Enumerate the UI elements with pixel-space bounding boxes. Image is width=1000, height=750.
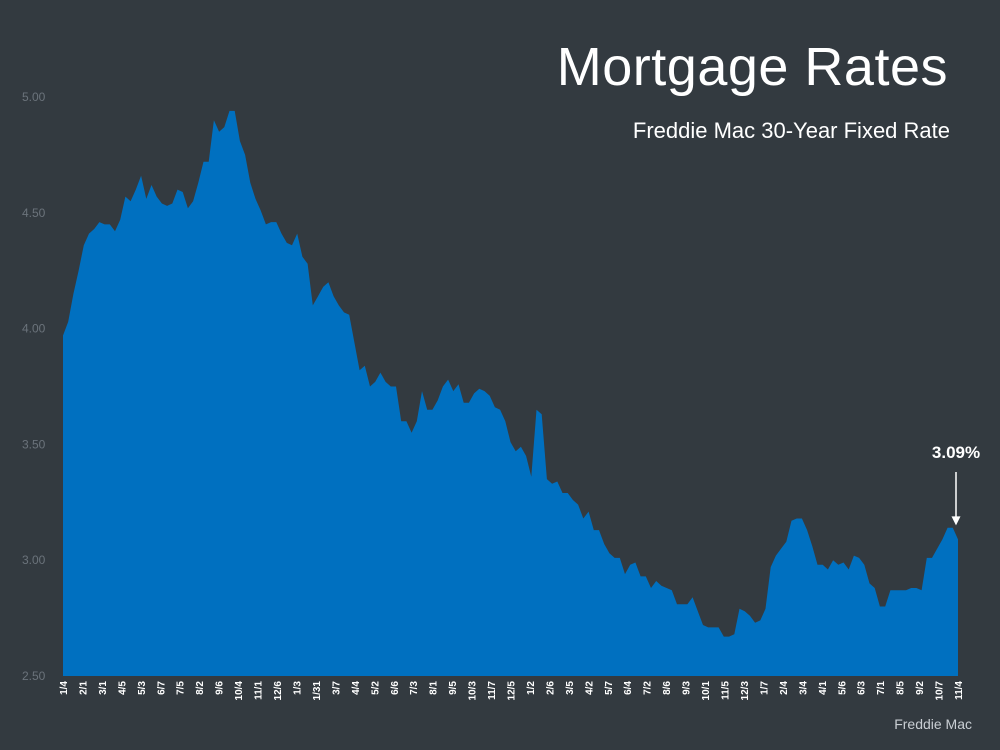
y-tick-label: 3.00 bbox=[22, 553, 46, 567]
x-tick-label: 11/1 bbox=[254, 681, 265, 700]
x-tick-label: 7/3 bbox=[409, 681, 420, 695]
x-tick-label: 5/6 bbox=[837, 681, 848, 695]
x-tick-label: 2/4 bbox=[779, 681, 790, 695]
x-tick-label: 8/2 bbox=[195, 681, 206, 695]
y-tick-label: 4.50 bbox=[22, 206, 46, 220]
source-label: Freddie Mac bbox=[894, 716, 972, 732]
x-tick-label: 7/5 bbox=[176, 681, 187, 695]
x-tick-label: 12/6 bbox=[273, 681, 284, 701]
x-tick-label: 10/3 bbox=[468, 681, 479, 701]
x-tick-label: 3/7 bbox=[331, 681, 342, 695]
x-tick-label: 7/2 bbox=[643, 681, 654, 695]
chart-title: Mortgage Rates bbox=[556, 37, 948, 97]
x-tick-label: 8/5 bbox=[896, 681, 907, 695]
x-tick-label: 9/3 bbox=[682, 681, 693, 695]
x-tick-label: 10/1 bbox=[701, 681, 712, 701]
rate-area bbox=[63, 110, 958, 676]
latest-rate-callout: 3.09% bbox=[932, 443, 980, 526]
x-tick-label: 5/2 bbox=[370, 681, 381, 695]
x-tick-label: 1/7 bbox=[759, 681, 770, 695]
arrow-down-icon bbox=[951, 516, 961, 526]
x-tick-label: 6/7 bbox=[156, 681, 167, 695]
y-tick-label: 4.00 bbox=[22, 322, 46, 336]
x-tick-label: 12/5 bbox=[507, 681, 518, 701]
y-axis-ticks: 2.50 3.00 3.50 4.00 4.50 5.00 bbox=[22, 90, 46, 683]
x-tick-label: 3/1 bbox=[98, 681, 109, 695]
x-tick-label: 8/6 bbox=[662, 681, 673, 695]
x-tick-label: 12/3 bbox=[740, 681, 751, 701]
x-tick-label: 6/3 bbox=[857, 681, 868, 695]
x-tick-label: 3/4 bbox=[798, 681, 809, 695]
x-tick-label: 1/4 bbox=[59, 681, 70, 695]
x-tick-label: 6/6 bbox=[390, 681, 401, 695]
x-tick-label: 11/7 bbox=[487, 681, 498, 700]
x-tick-label: 8/1 bbox=[429, 681, 440, 695]
x-tick-label: 9/6 bbox=[215, 681, 226, 695]
x-tick-label: 11/5 bbox=[721, 681, 732, 700]
x-tick-label: 2/6 bbox=[545, 681, 556, 695]
x-tick-label: 9/2 bbox=[915, 681, 926, 695]
x-tick-label: 4/4 bbox=[351, 681, 362, 695]
x-tick-label: 7/1 bbox=[876, 681, 887, 695]
latest-rate-label: 3.09% bbox=[932, 443, 980, 462]
x-tick-label: 2/1 bbox=[79, 681, 90, 695]
x-axis-ticks: 1/4 2/1 3/1 4/5 5/3 6/7 7/5 8/2 9/6 10/4 11/1 12/6 1… bbox=[59, 681, 965, 701]
x-tick-label: 1/2 bbox=[526, 681, 537, 695]
y-tick-label: 5.00 bbox=[22, 90, 46, 104]
x-tick-label: 4/5 bbox=[117, 681, 128, 695]
x-tick-label: 9/5 bbox=[448, 681, 459, 695]
x-tick-label: 1/31 bbox=[312, 681, 323, 701]
y-tick-label: 3.50 bbox=[22, 437, 46, 451]
x-tick-label: 5/3 bbox=[137, 681, 148, 695]
y-tick-label: 2.50 bbox=[22, 669, 46, 683]
x-tick-label: 4/2 bbox=[584, 681, 595, 695]
x-tick-label: 11/4 bbox=[954, 681, 965, 700]
x-tick-label: 5/7 bbox=[604, 681, 615, 695]
x-tick-label: 3/5 bbox=[565, 681, 576, 695]
x-tick-label: 10/7 bbox=[935, 681, 946, 701]
x-tick-label: 6/4 bbox=[623, 681, 634, 695]
x-tick-label: 4/1 bbox=[818, 681, 829, 695]
x-tick-label: 1/3 bbox=[293, 681, 304, 695]
chart-subtitle: Freddie Mac 30-Year Fixed Rate bbox=[632, 118, 950, 143]
x-tick-label: 10/4 bbox=[234, 681, 245, 701]
